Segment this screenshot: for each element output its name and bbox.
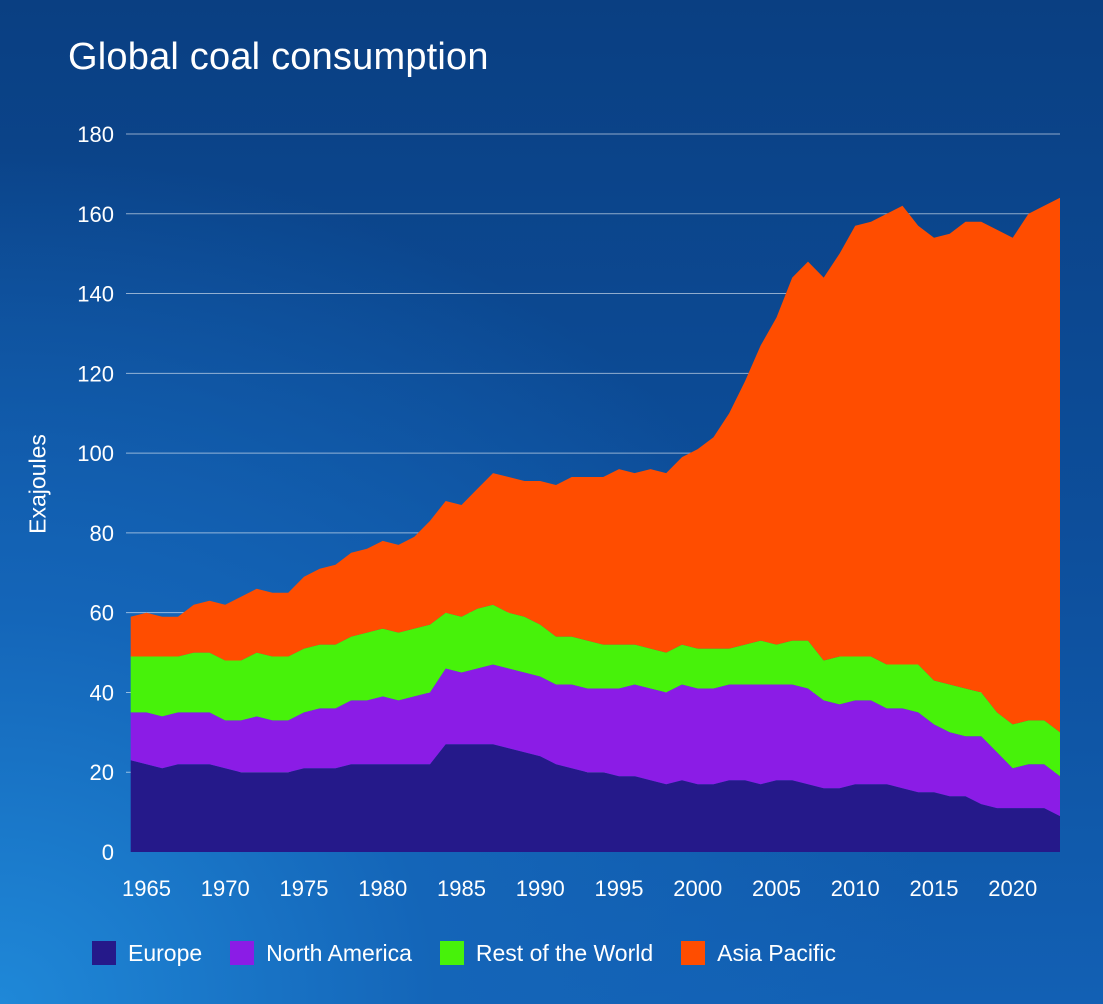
y-tick-label: 40 — [90, 680, 114, 705]
y-tick-label: 120 — [77, 361, 114, 386]
y-tick-label: 20 — [90, 760, 114, 785]
y-tick-label: 100 — [77, 441, 114, 466]
legend-item-north-america: North America — [230, 940, 412, 967]
chart-legend: Europe North America Rest of the World Asia… — [92, 934, 864, 972]
chart-title: Global coal consumption — [68, 36, 489, 78]
legend-item-asia-pacific: Asia Pacific — [681, 940, 836, 967]
area-series-europe — [130, 744, 1060, 852]
legend-swatch — [439, 941, 464, 965]
y-tick-label: 0 — [102, 840, 114, 865]
legend-item-rest-of-the-world: Rest of the World — [439, 939, 654, 967]
y-tick-label: 160 — [77, 202, 114, 227]
legend-item-europe: Europe — [92, 940, 202, 967]
area-series-north-america — [130, 664, 1060, 817]
legend-swatch — [92, 941, 116, 965]
x-tick-label: 2005 — [752, 876, 801, 901]
x-tick-label: 1980 — [358, 876, 407, 901]
x-tick-label: 2010 — [831, 876, 880, 901]
y-tick-label: 140 — [77, 282, 114, 307]
legend-label: Asia Pacific — [717, 939, 837, 966]
legend-label: Europe — [128, 939, 203, 966]
x-tick-label: 2015 — [910, 876, 959, 901]
x-tick-label: 1985 — [437, 876, 486, 901]
y-tick-label: 80 — [90, 521, 114, 546]
y-tick-label: 180 — [77, 122, 114, 147]
x-tick-label: 1990 — [516, 876, 565, 901]
x-tick-label: 2020 — [988, 876, 1037, 901]
legend-swatch — [681, 941, 706, 965]
legend-label: North America — [266, 939, 412, 966]
x-tick-label: 1965 — [122, 876, 171, 901]
legend-swatch — [230, 941, 255, 965]
y-tick-label: 60 — [90, 601, 114, 626]
x-tick-label: 1975 — [280, 876, 329, 901]
x-tick-label: 1970 — [201, 876, 250, 901]
area-series-rest-of-the-world — [130, 604, 1060, 777]
x-tick-label: 2000 — [673, 876, 722, 901]
x-tick-label: 1995 — [595, 876, 644, 901]
legend-label: Rest of the World — [475, 939, 654, 966]
area-series-asia-pacific — [130, 197, 1060, 733]
